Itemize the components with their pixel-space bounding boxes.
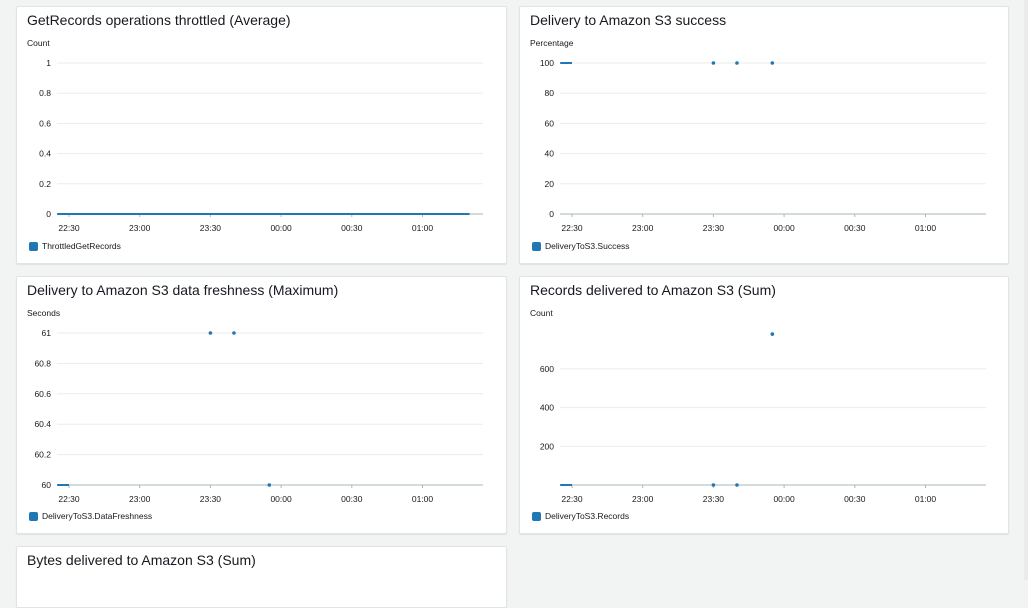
y-tick-label: 60: [545, 118, 555, 128]
legend-swatch: [29, 511, 38, 521]
y-tick-label: 1: [46, 58, 51, 68]
chart-panel-data-freshness: Delivery to Amazon S3 data freshness (Ma…: [16, 276, 507, 534]
data-point: [267, 483, 272, 487]
x-tick-label: 22:30: [561, 494, 583, 504]
chart-svg[interactable]: 200 400 600 22:30 23:00 23:30 00:00 00:30 01:00: [520, 277, 1008, 533]
y-tick-label: 0.2: [39, 179, 51, 189]
y-axis-unit-label: Seconds: [27, 308, 61, 318]
data-point: [735, 483, 739, 487]
x-tick-label: 22:30: [58, 223, 80, 233]
y-axis-unit-label: Percentage: [530, 38, 574, 48]
panel-title: Records delivered to Amazon S3 (Sum): [530, 282, 776, 298]
x-tick-label: 23:30: [703, 494, 725, 504]
y-tick-label: 20: [545, 179, 555, 189]
x-tick-label: 00:30: [844, 494, 866, 504]
y-tick-label: 60.4: [34, 419, 51, 429]
x-tick-label: 23:30: [200, 494, 222, 504]
legend[interactable]: DeliveryToS3.Success: [532, 241, 630, 251]
x-tick-label: 22:30: [58, 494, 80, 504]
x-tick-label: 01:00: [412, 494, 434, 504]
y-tick-label: 61: [42, 328, 52, 338]
x-tick-label: 23:00: [129, 494, 151, 504]
y-tick-label: 60: [42, 480, 52, 490]
y-tick-label: 60.6: [34, 389, 51, 399]
chart-svg[interactable]: 60 60.2 60.4 60.6 60.8 61 22:30 23:00 23:30 00:00…: [17, 277, 506, 533]
x-tick-label: 01:00: [915, 494, 937, 504]
data-point: [735, 61, 739, 65]
y-tick-label: 600: [540, 364, 554, 374]
y-tick-label: 0.4: [39, 149, 51, 159]
y-tick-label: 60.8: [34, 358, 51, 368]
panel-title: Delivery to Amazon S3 success: [530, 12, 727, 28]
y-tick-label: 80: [545, 88, 555, 98]
legend-label: DeliveryToS3.Records: [545, 511, 630, 521]
y-tick-label: 100: [540, 58, 554, 68]
x-tick-label: 00:30: [341, 223, 363, 233]
y-tick-label: 0: [46, 209, 51, 219]
chart-panel-s3-success: Delivery to Amazon S3 success Percentage…: [519, 6, 1009, 264]
data-point: [711, 483, 716, 487]
data-point: [232, 331, 236, 335]
legend[interactable]: ThrottledGetRecords: [29, 241, 121, 251]
x-tick-label: 23:30: [200, 223, 222, 233]
x-tick-label: 00:00: [773, 223, 795, 233]
panel-title: Delivery to Amazon S3 data freshness (Ma…: [27, 282, 339, 298]
y-tick-label: 200: [540, 441, 554, 451]
legend-swatch: [532, 511, 541, 521]
legend-label: DeliveryToS3.DataFreshness: [42, 511, 153, 521]
x-tick-label: 23:00: [632, 494, 654, 504]
chart-panel-throttled: GetRecords operations throttled (Average…: [16, 6, 507, 264]
data-point: [770, 332, 775, 336]
x-tick-label: 00:30: [844, 223, 866, 233]
legend-swatch: [532, 241, 541, 251]
y-tick-label: 0.6: [39, 118, 51, 128]
legend-label: ThrottledGetRecords: [42, 241, 121, 251]
panel-title: GetRecords operations throttled (Average…: [27, 12, 291, 28]
panel-title: Bytes delivered to Amazon S3 (Sum): [27, 552, 256, 568]
x-tick-label: 23:00: [632, 223, 654, 233]
x-tick-label: 01:00: [915, 223, 937, 233]
legend-label: DeliveryToS3.Success: [545, 241, 630, 251]
x-tick-label: 00:00: [270, 494, 292, 504]
chart-svg[interactable]: 0 20 40 60 80 100 22:30 23:00 23:30 00:00 00:30 01:…: [520, 7, 1008, 263]
legend[interactable]: DeliveryToS3.DataFreshness: [29, 511, 152, 521]
y-axis-unit-label: Count: [27, 38, 50, 48]
x-tick-label: 00:30: [341, 494, 363, 504]
x-tick-label: 22:30: [561, 223, 583, 233]
data-point: [208, 331, 213, 335]
data-point: [711, 61, 716, 65]
y-tick-label: 0: [549, 209, 554, 219]
data-point: [770, 61, 775, 65]
y-tick-label: 0.8: [39, 88, 51, 98]
chart-svg[interactable]: 0 0.2 0.4 0.6 0.8 1 22:30 23:00 23:30 00:00 00:30 0…: [17, 7, 506, 263]
x-tick-label: 00:00: [270, 223, 292, 233]
x-tick-label: 23:30: [703, 223, 725, 233]
x-tick-label: 23:00: [129, 223, 151, 233]
y-tick-label: 60.2: [34, 450, 51, 460]
page-scrollbar[interactable]: [1024, 0, 1028, 580]
y-tick-label: 400: [540, 403, 554, 413]
legend-swatch: [29, 241, 38, 251]
y-axis-unit-label: Count: [530, 308, 553, 318]
y-tick-label: 40: [545, 149, 555, 159]
legend[interactable]: DeliveryToS3.Records: [532, 511, 629, 521]
x-tick-label: 01:00: [412, 223, 434, 233]
x-tick-label: 00:00: [773, 494, 795, 504]
chart-panel-records-delivered: Records delivered to Amazon S3 (Sum) Cou…: [519, 276, 1009, 534]
chart-panel-bytes-delivered: Bytes delivered to Amazon S3 (Sum): [16, 546, 507, 608]
